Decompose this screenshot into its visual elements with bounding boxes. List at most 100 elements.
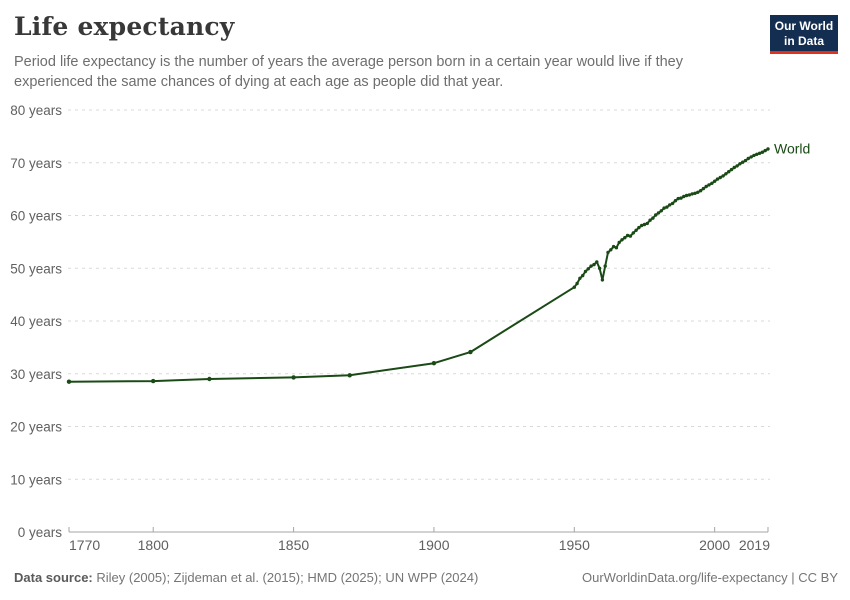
data-point[interactable] xyxy=(595,260,599,264)
data-point[interactable] xyxy=(755,152,759,156)
y-tick-label: 20 years xyxy=(10,420,62,435)
data-point[interactable] xyxy=(690,192,694,196)
y-tick-label: 50 years xyxy=(10,261,62,276)
owid-logo-line2: in Data xyxy=(783,33,824,48)
data-point[interactable] xyxy=(687,193,692,197)
x-tick-label: 2000 xyxy=(699,537,730,553)
data-point[interactable] xyxy=(659,209,663,213)
data-point[interactable] xyxy=(693,191,697,195)
y-tick-label: 60 years xyxy=(10,209,62,224)
data-point[interactable] xyxy=(766,147,770,151)
y-tick-label: 0 years xyxy=(18,525,63,540)
data-point[interactable] xyxy=(631,231,635,235)
data-point[interactable] xyxy=(66,379,72,384)
x-tick-label: 1850 xyxy=(278,537,309,553)
data-point[interactable] xyxy=(682,194,686,199)
data-point[interactable] xyxy=(713,179,717,183)
data-point[interactable] xyxy=(578,276,582,280)
data-point[interactable] xyxy=(431,361,437,366)
data-point[interactable] xyxy=(620,238,624,242)
data-point[interactable] xyxy=(592,262,596,267)
data-point[interactable] xyxy=(760,150,765,154)
data-point[interactable] xyxy=(718,175,722,180)
data-point[interactable] xyxy=(696,190,700,194)
owid-link[interactable]: OurWorldinData.org/life-expectancy | CC … xyxy=(581,570,838,585)
data-point[interactable] xyxy=(625,233,630,238)
y-tick-label: 30 years xyxy=(10,367,62,382)
data-point[interactable] xyxy=(715,177,720,181)
data-point[interactable] xyxy=(738,162,742,166)
data-source-text: Riley (2005); Zijdeman et al. (2015); HM… xyxy=(92,570,479,585)
x-tick-label: 1770 xyxy=(69,537,100,553)
data-point[interactable] xyxy=(668,203,672,207)
data-point[interactable] xyxy=(151,378,156,384)
data-point[interactable] xyxy=(656,211,661,215)
owid-logo-line1: Our World xyxy=(774,19,834,33)
data-point[interactable] xyxy=(575,281,579,286)
data-point[interactable] xyxy=(676,196,680,201)
data-point[interactable] xyxy=(645,221,649,226)
data-point[interactable] xyxy=(600,278,605,282)
data-point[interactable] xyxy=(724,172,728,176)
data-point[interactable] xyxy=(752,153,756,158)
data-point[interactable] xyxy=(684,193,689,198)
owid-logo[interactable]: Our World in Data xyxy=(770,15,838,55)
data-point[interactable] xyxy=(609,248,613,252)
data-point[interactable] xyxy=(707,183,711,187)
data-point[interactable] xyxy=(637,225,641,230)
world-series-label[interactable]: World xyxy=(774,141,810,157)
data-point[interactable] xyxy=(679,196,683,200)
data-point[interactable] xyxy=(586,267,590,271)
data-point[interactable] xyxy=(721,174,725,178)
data-point[interactable] xyxy=(698,189,703,193)
data-point[interactable] xyxy=(583,269,588,274)
y-tick-label: 70 years xyxy=(10,156,62,171)
data-point[interactable] xyxy=(589,264,593,268)
data-point[interactable] xyxy=(704,184,708,189)
data-point[interactable] xyxy=(743,158,748,163)
data-point[interactable] xyxy=(291,375,296,380)
data-point[interactable] xyxy=(741,160,745,164)
data-point[interactable] xyxy=(597,266,602,270)
data-point[interactable] xyxy=(727,170,731,174)
data-point[interactable] xyxy=(735,164,739,168)
x-tick-label: 1800 xyxy=(138,537,169,553)
data-point[interactable] xyxy=(628,234,633,238)
data-point[interactable] xyxy=(701,186,706,191)
x-tick-label: 1900 xyxy=(418,537,449,553)
data-point[interactable] xyxy=(642,222,647,227)
data-point[interactable] xyxy=(606,250,610,255)
data-point[interactable] xyxy=(673,199,678,203)
page-title: Life expectancy xyxy=(14,12,235,41)
data-point[interactable] xyxy=(572,285,576,289)
data-point[interactable] xyxy=(732,165,736,170)
data-point[interactable] xyxy=(468,349,473,355)
data-point[interactable] xyxy=(763,148,767,153)
data-point[interactable] xyxy=(611,244,616,249)
data-point[interactable] xyxy=(634,228,638,232)
data-point[interactable] xyxy=(623,236,627,240)
data-point[interactable] xyxy=(640,223,644,228)
data-point[interactable] xyxy=(670,201,675,206)
data-point[interactable] xyxy=(207,376,212,382)
data-point[interactable] xyxy=(648,218,652,222)
chart-subtitle: Period life expectancy is the number of … xyxy=(14,54,683,90)
data-point[interactable] xyxy=(729,167,734,172)
y-tick-label: 40 years xyxy=(10,314,62,329)
data-point[interactable] xyxy=(710,181,714,185)
data-point[interactable] xyxy=(614,246,619,250)
data-point[interactable] xyxy=(581,273,585,278)
data-point[interactable] xyxy=(746,156,750,161)
world-line[interactable] xyxy=(68,148,769,383)
data-point[interactable] xyxy=(749,155,753,159)
data-point[interactable] xyxy=(757,151,762,155)
data-point[interactable] xyxy=(651,216,655,220)
data-point[interactable] xyxy=(665,205,669,209)
data-point[interactable] xyxy=(617,240,621,245)
data-point[interactable] xyxy=(603,264,607,268)
data-point[interactable] xyxy=(347,373,352,378)
data-point[interactable] xyxy=(654,213,658,217)
data-point[interactable] xyxy=(662,206,666,210)
data-source-note: Data source: Riley (2005); Zijdeman et a… xyxy=(14,570,478,585)
